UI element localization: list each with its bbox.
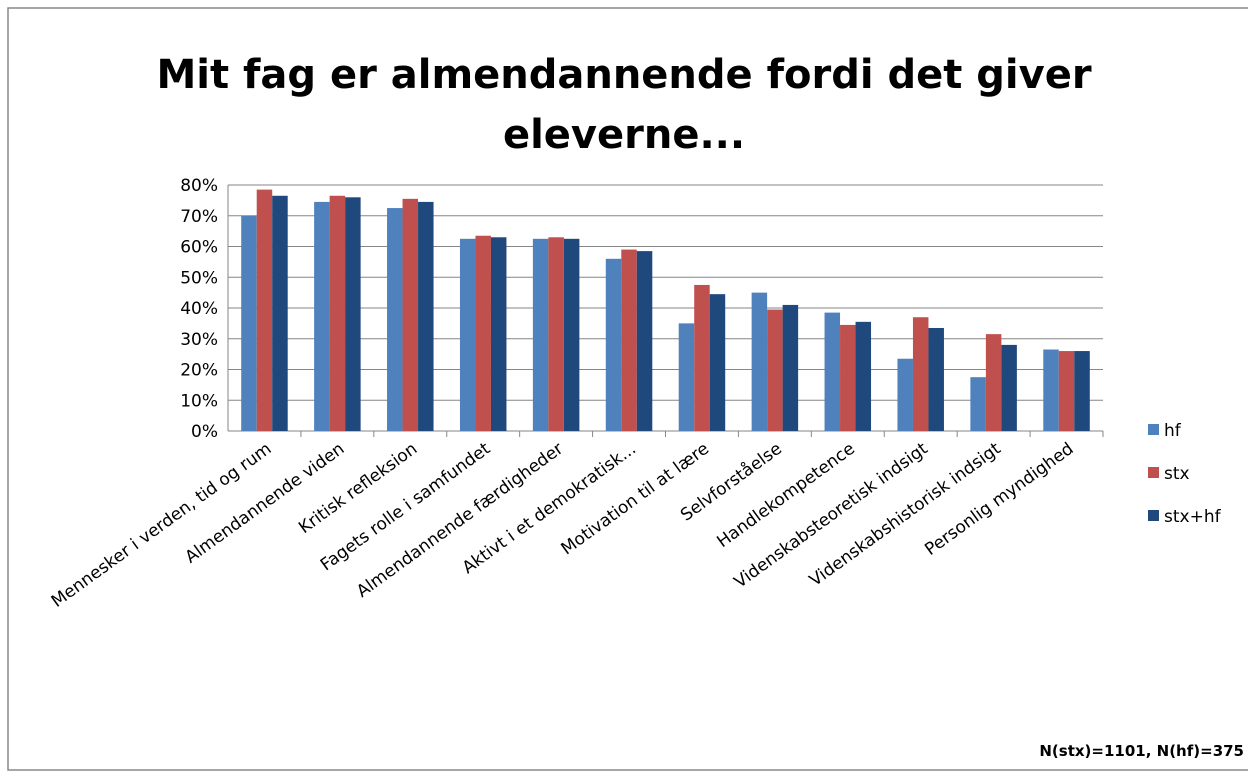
legend-swatch bbox=[1148, 467, 1159, 478]
bar bbox=[678, 323, 695, 431]
chart-title-line: eleverne... bbox=[503, 112, 745, 158]
y-tick-label: 60% bbox=[180, 238, 218, 258]
bar bbox=[751, 292, 768, 431]
bar bbox=[824, 312, 841, 431]
bar bbox=[490, 237, 507, 431]
legend-swatch bbox=[1148, 510, 1159, 521]
bar bbox=[418, 201, 434, 431]
bar bbox=[272, 195, 288, 431]
bar bbox=[767, 309, 783, 431]
bar bbox=[855, 321, 872, 431]
note: N(stx)=1101, N(hf)=375 bbox=[1039, 742, 1244, 760]
chart-frame bbox=[7, 7, 1248, 771]
bar bbox=[621, 249, 637, 431]
bar bbox=[387, 208, 403, 431]
bar bbox=[1058, 351, 1075, 431]
y-tick-label: 50% bbox=[180, 268, 218, 288]
y-tick-label: 10% bbox=[180, 391, 218, 411]
bar bbox=[912, 317, 929, 431]
bar bbox=[241, 215, 257, 431]
legend-label: hf bbox=[1164, 421, 1182, 441]
bar bbox=[345, 197, 361, 431]
bar bbox=[402, 198, 419, 431]
bar bbox=[636, 251, 653, 431]
x-tick-label: Kritisk refleksion bbox=[295, 439, 421, 538]
legend-swatch bbox=[1148, 424, 1159, 435]
legend-label: stx+hf bbox=[1164, 507, 1222, 527]
y-tick-label: 20% bbox=[180, 361, 218, 381]
bar bbox=[532, 238, 549, 431]
chart-title-line: Mit fag er almendannende fordi det giver bbox=[156, 52, 1091, 98]
y-tick-label: 40% bbox=[180, 299, 218, 319]
bar bbox=[475, 235, 491, 431]
bar bbox=[548, 237, 564, 431]
y-tick-label: 30% bbox=[180, 330, 218, 350]
bar bbox=[256, 189, 273, 431]
bar bbox=[1043, 349, 1059, 431]
bar bbox=[840, 324, 856, 431]
bar bbox=[985, 334, 1002, 431]
bar bbox=[605, 258, 622, 431]
y-tick-label: 0% bbox=[191, 422, 218, 442]
y-tick-label: 80% bbox=[180, 176, 218, 196]
bar bbox=[1001, 344, 1017, 431]
bar bbox=[329, 195, 346, 431]
bar bbox=[782, 304, 799, 431]
bar bbox=[314, 201, 330, 431]
bar bbox=[928, 327, 944, 431]
bar bbox=[459, 238, 476, 431]
bar bbox=[694, 284, 710, 431]
bar bbox=[1074, 351, 1090, 431]
bar bbox=[897, 358, 913, 431]
bar bbox=[563, 238, 580, 431]
bar bbox=[709, 294, 726, 431]
bar bbox=[970, 377, 986, 431]
y-tick-label: 70% bbox=[180, 207, 218, 227]
legend-label: stx bbox=[1164, 464, 1190, 484]
